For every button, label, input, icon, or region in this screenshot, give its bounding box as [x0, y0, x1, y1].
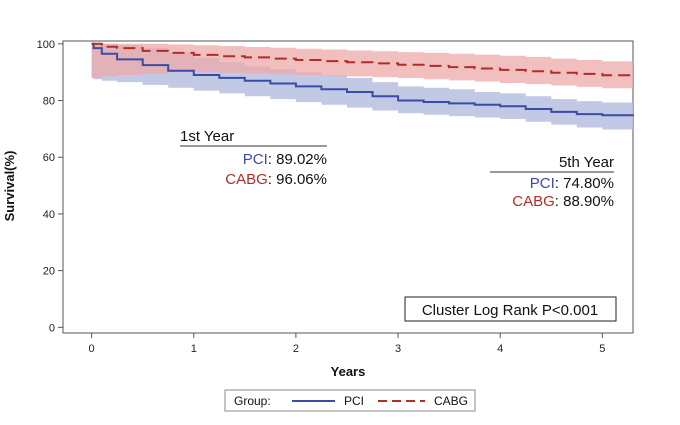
x-axis: 0 1 2 3 4 5 — [89, 333, 605, 355]
fifth-year-annotation: 5th Year PCI: 74.80% CABG: 88.90% — [490, 154, 614, 210]
x-tick-label-0: 0 — [89, 343, 95, 355]
x-tick-label-2: 2 — [293, 343, 299, 355]
legend: Group: PCI CABG — [224, 389, 476, 412]
y-tick-label-20: 20 — [43, 266, 55, 278]
pci-survival-line — [91, 42, 634, 117]
log-rank-box: Cluster Log Rank P<0.001 — [404, 296, 617, 322]
cabg-survival-line — [91, 42, 634, 77]
fifth-year-cabg: CABG: 88.90% — [512, 193, 614, 210]
first-year-heading: 1st Year — [180, 128, 234, 145]
first-year-cabg-label: CABG — [225, 171, 268, 188]
legend-cabg-label: CABG — [434, 394, 468, 408]
fifth-year-cabg-label: CABG — [512, 193, 555, 210]
log-rank-text: Cluster Log Rank P<0.001 — [422, 302, 598, 319]
y-tick-label-0: 0 — [49, 322, 55, 334]
x-tick-label-3: 3 — [395, 343, 401, 355]
fifth-year-pci: PCI: 74.80% — [530, 175, 614, 192]
fifth-year-heading: 5th Year — [559, 154, 614, 171]
fifth-year-cabg-value: : 88.90% — [555, 193, 614, 210]
log-rank-frame — [404, 296, 617, 322]
y-tick-label-80: 80 — [43, 96, 55, 108]
x-axis-title: Years — [331, 364, 366, 379]
y-axis: 0 20 40 60 80 100 — [37, 39, 63, 334]
first-year-cabg: CABG: 96.06% — [225, 171, 327, 188]
x-tick-label-4: 4 — [497, 343, 503, 355]
legend-title: Group: — [234, 394, 271, 408]
plot-frame — [62, 40, 634, 334]
y-axis-title: Survival(%) — [2, 151, 17, 222]
y-tick-label-60: 60 — [43, 152, 55, 164]
fifth-year-pci-value: : 74.80% — [555, 175, 614, 192]
first-year-pci: PCI: 89.02% — [243, 151, 327, 168]
first-year-pci-label: PCI — [243, 151, 268, 168]
y-tick-label-100: 100 — [37, 39, 55, 51]
first-year-pci-value: : 89.02% — [268, 151, 327, 168]
y-tick-label-40: 40 — [43, 209, 55, 221]
x-tick-label-1: 1 — [191, 343, 197, 355]
confidence-bands — [91, 43, 634, 131]
legend-pci-label: PCI — [344, 394, 364, 408]
first-year-annotation: 1st Year PCI: 89.02% CABG: 96.06% — [180, 128, 327, 188]
fifth-year-pci-label: PCI — [530, 175, 555, 192]
x-tick-label-5: 5 — [599, 343, 605, 355]
survival-lines — [91, 42, 634, 117]
first-year-cabg-value: : 96.06% — [268, 171, 327, 188]
legend-frame — [224, 389, 476, 412]
